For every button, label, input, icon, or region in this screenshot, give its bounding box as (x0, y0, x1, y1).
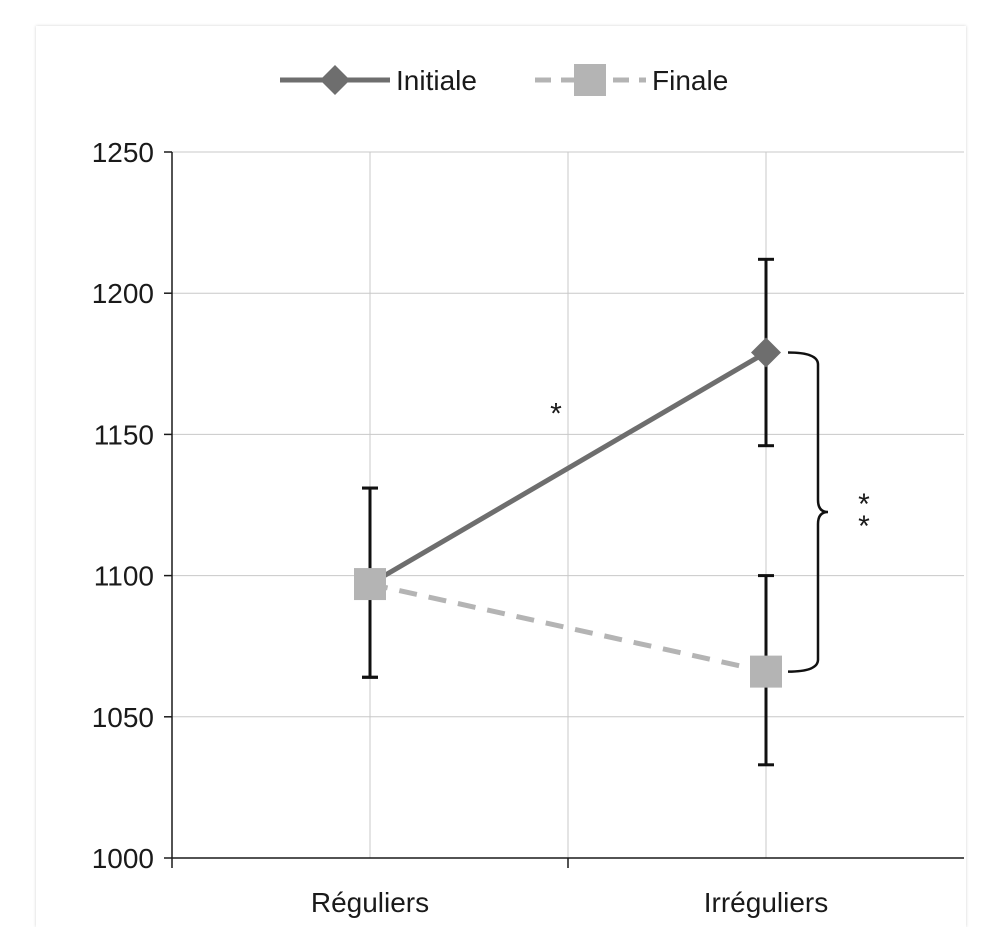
y-tick-label: 1050 (92, 702, 154, 733)
legend[interactable]: Initiale Finale (280, 64, 728, 96)
y-axis-ticks: 1000 1050 1100 1150 1200 1250 (92, 137, 154, 874)
x-tick-label: Réguliers (311, 887, 429, 918)
significance-label: * (550, 397, 562, 430)
annotations: *** (550, 351, 870, 673)
series-line-finale (369, 581, 767, 675)
x-tick-label: Irréguliers (704, 887, 828, 918)
y-tick-label: 1200 (92, 278, 154, 309)
y-tick-label: 1100 (94, 561, 154, 592)
axes (164, 151, 964, 868)
y-tick-label: 1150 (94, 419, 154, 450)
y-tick-label: 1250 (92, 137, 154, 168)
grid (172, 151, 964, 858)
x-axis-ticks: Réguliers Irréguliers (311, 887, 828, 918)
diamond-marker (751, 337, 781, 368)
significance-label: * (858, 488, 870, 521)
series-line-initiale (368, 350, 768, 587)
series-layer (354, 257, 782, 767)
legend-label-initiale: Initiale (396, 65, 477, 96)
significance-label: * (858, 510, 870, 543)
legend-label-finale: Finale (652, 65, 728, 96)
diamond-marker (320, 65, 350, 95)
square-marker (750, 655, 782, 688)
y-tick-label: 1000 (92, 843, 154, 874)
chart-frame (36, 26, 966, 927)
square-marker (354, 568, 386, 601)
square-marker (574, 64, 606, 96)
significance-bracket (787, 351, 829, 673)
